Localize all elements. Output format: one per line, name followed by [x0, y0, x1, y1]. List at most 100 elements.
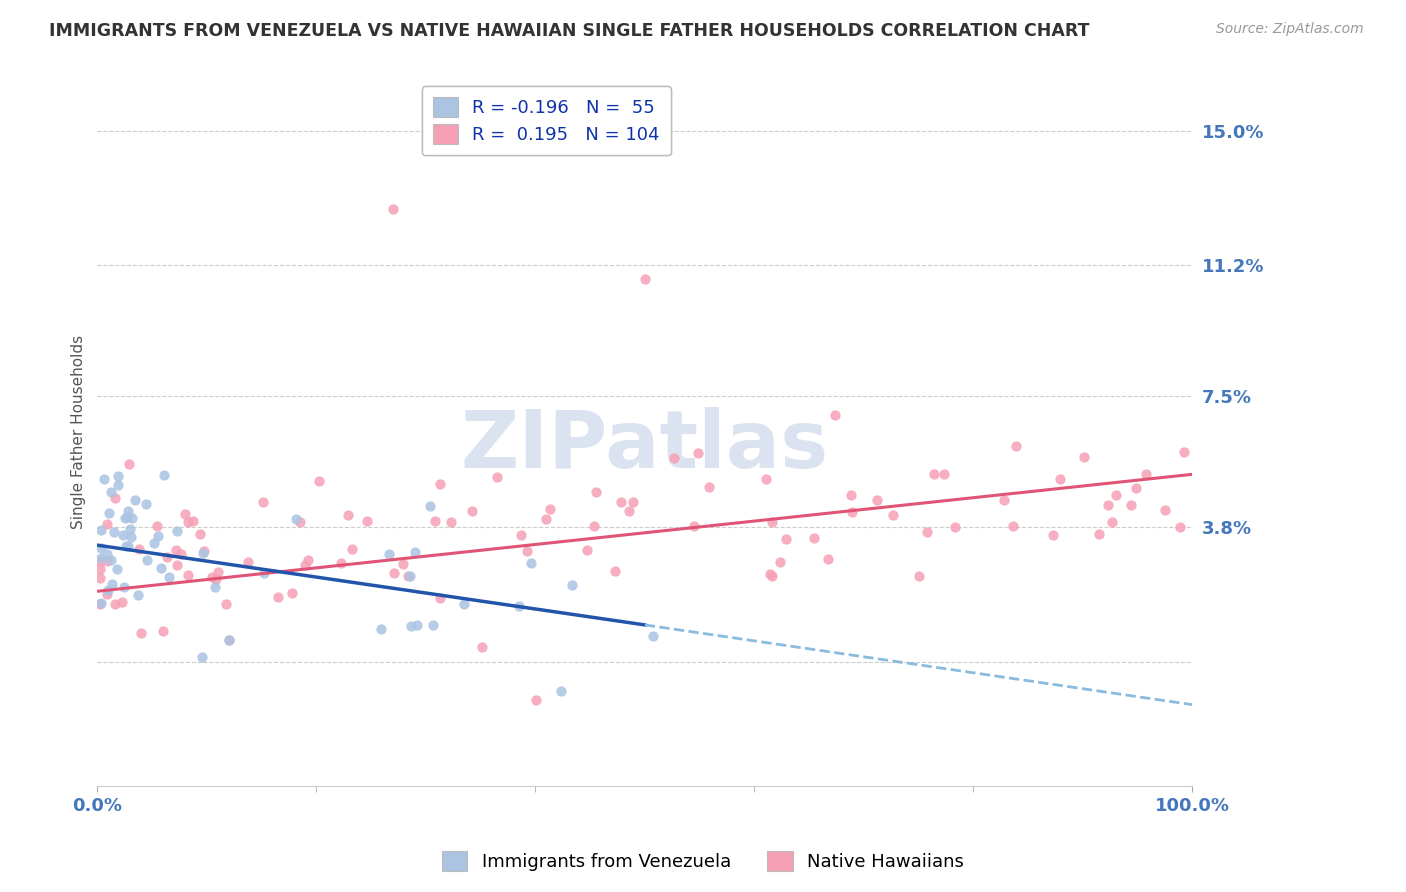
Point	[370, 622, 392, 636]
Point	[284, 512, 307, 526]
Point	[617, 504, 640, 518]
Point	[117, 539, 139, 553]
Point	[603, 564, 626, 578]
Point	[107, 477, 129, 491]
Point	[118, 458, 141, 472]
Point	[97, 582, 120, 597]
Point	[191, 649, 214, 664]
Point	[461, 504, 484, 518]
Point	[943, 520, 966, 534]
Point	[803, 531, 825, 545]
Point	[866, 493, 889, 508]
Point	[561, 578, 583, 592]
Point	[824, 409, 846, 423]
Point	[252, 495, 274, 509]
Point	[96, 554, 118, 568]
Point	[308, 475, 330, 489]
Point	[170, 547, 193, 561]
Point	[662, 451, 685, 466]
Point	[121, 511, 143, 525]
Point	[114, 539, 136, 553]
Point	[281, 586, 304, 600]
Point	[841, 505, 863, 519]
Point	[90, 541, 112, 556]
Point	[907, 569, 929, 583]
Point	[1088, 527, 1111, 541]
Point	[104, 597, 127, 611]
Point	[399, 619, 422, 633]
Point	[423, 514, 446, 528]
Point	[90, 597, 112, 611]
Point	[429, 591, 451, 606]
Point	[104, 491, 127, 505]
Point	[218, 632, 240, 647]
Point	[1105, 488, 1128, 502]
Point	[156, 549, 179, 564]
Point	[128, 541, 150, 556]
Point	[582, 519, 605, 533]
Point	[89, 554, 111, 568]
Point	[166, 524, 188, 538]
Point	[519, 556, 541, 570]
Point	[336, 508, 359, 522]
Point	[1119, 498, 1142, 512]
Point	[686, 446, 709, 460]
Point	[218, 632, 240, 647]
Point	[399, 569, 422, 583]
Point	[775, 533, 797, 547]
Point	[1049, 472, 1071, 486]
Point	[191, 546, 214, 560]
Point	[406, 618, 429, 632]
Point	[378, 547, 401, 561]
Point	[1002, 519, 1025, 533]
Point	[166, 558, 188, 573]
Point	[404, 545, 426, 559]
Point	[215, 598, 238, 612]
Point	[146, 519, 169, 533]
Y-axis label: Single Father Households: Single Father Households	[72, 334, 86, 529]
Point	[575, 543, 598, 558]
Point	[165, 542, 187, 557]
Point	[253, 566, 276, 581]
Point	[1170, 519, 1192, 533]
Point	[509, 528, 531, 542]
Point	[382, 566, 405, 580]
Point	[142, 535, 165, 549]
Point	[236, 555, 259, 569]
Point	[176, 516, 198, 530]
Point	[100, 553, 122, 567]
Point	[152, 624, 174, 639]
Point	[96, 517, 118, 532]
Point	[146, 529, 169, 543]
Point	[89, 597, 111, 611]
Point	[157, 570, 180, 584]
Point	[453, 597, 475, 611]
Point	[129, 625, 152, 640]
Point	[471, 640, 494, 654]
Point	[115, 510, 138, 524]
Point	[1005, 439, 1028, 453]
Point	[89, 562, 111, 576]
Point	[683, 518, 706, 533]
Point	[100, 485, 122, 500]
Point	[761, 515, 783, 529]
Point	[107, 468, 129, 483]
Point	[422, 617, 444, 632]
Point	[769, 555, 792, 569]
Point	[526, 693, 548, 707]
Point	[585, 485, 607, 500]
Point	[120, 530, 142, 544]
Point	[96, 587, 118, 601]
Point	[136, 553, 159, 567]
Point	[294, 558, 316, 573]
Point	[621, 495, 644, 509]
Point	[1125, 481, 1147, 495]
Point	[181, 514, 204, 528]
Point	[1101, 515, 1123, 529]
Point	[1042, 527, 1064, 541]
Point	[150, 561, 173, 575]
Point	[112, 580, 135, 594]
Point	[266, 590, 288, 604]
Point	[114, 511, 136, 525]
Point	[915, 525, 938, 540]
